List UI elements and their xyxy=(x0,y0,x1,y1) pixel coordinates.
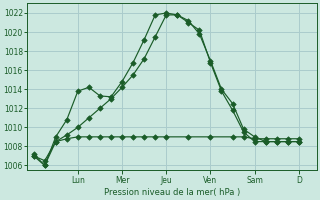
X-axis label: Pression niveau de la mer( hPa ): Pression niveau de la mer( hPa ) xyxy=(104,188,240,197)
